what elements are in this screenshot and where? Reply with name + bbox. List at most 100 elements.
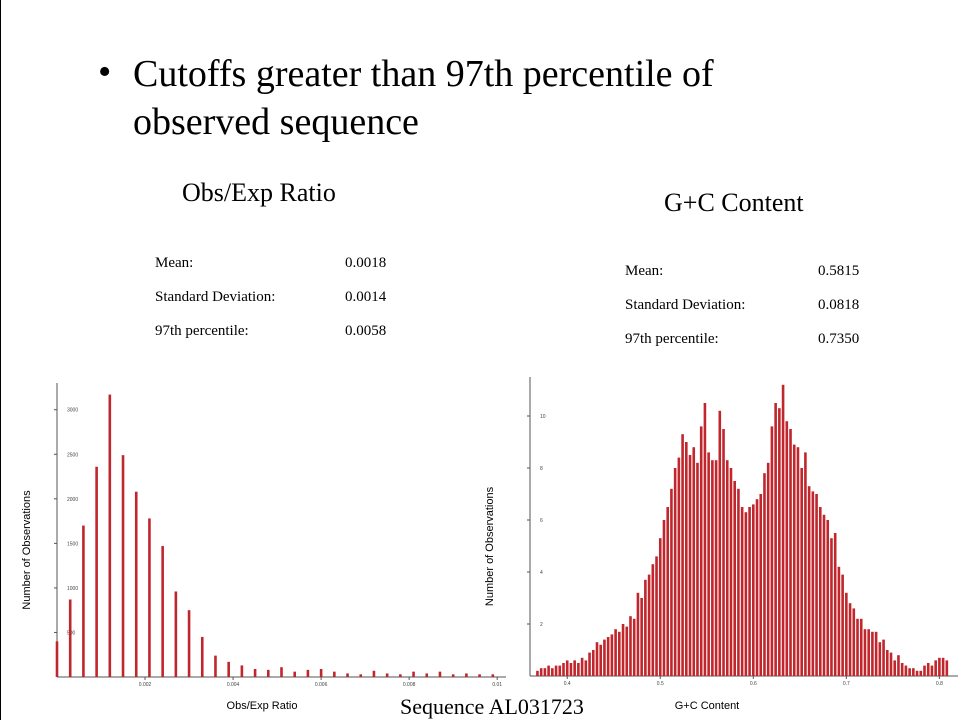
bar <box>852 608 856 676</box>
y-tick-label: 10 <box>540 414 546 420</box>
bar <box>658 538 662 676</box>
bar <box>833 533 837 676</box>
bar <box>871 631 874 676</box>
bar <box>551 668 554 676</box>
x-axis-label: Obs/Exp Ratio <box>227 700 298 712</box>
bar <box>662 520 666 676</box>
stat-label: 97th percentile: <box>625 331 719 347</box>
bar <box>636 592 640 676</box>
bar <box>465 673 468 677</box>
bar <box>293 671 297 677</box>
footer: Sequence AL031723 <box>400 694 584 719</box>
bar <box>926 663 930 676</box>
bar <box>253 668 257 677</box>
bar <box>752 504 755 676</box>
stat-label: Mean: <box>625 263 664 279</box>
bar <box>759 494 763 676</box>
bar <box>696 462 699 676</box>
bar <box>915 670 919 676</box>
bar <box>841 574 844 676</box>
bar <box>774 403 777 676</box>
stat-value: 0.5815 <box>818 263 860 279</box>
bar <box>863 629 867 676</box>
y-tick-label: 1500 <box>67 541 78 547</box>
bar <box>346 673 349 677</box>
bar <box>306 669 310 677</box>
bar <box>867 629 870 676</box>
stat-value: 0.0018 <box>345 255 387 271</box>
bar <box>900 663 904 676</box>
bar <box>629 616 632 676</box>
bar <box>740 507 744 676</box>
bar <box>748 507 751 676</box>
bar <box>569 663 573 676</box>
stat-value: 0.0058 <box>345 323 387 339</box>
bar <box>227 661 230 677</box>
bar <box>904 665 908 676</box>
bar <box>595 642 599 676</box>
bar <box>573 660 576 676</box>
y-tick-label: 2000 <box>67 497 78 503</box>
stat-value: 0.0014 <box>345 289 387 305</box>
bar <box>845 592 848 676</box>
bar <box>677 457 681 676</box>
bar <box>333 671 336 677</box>
bar <box>562 663 565 676</box>
bar <box>606 637 610 676</box>
bar <box>792 444 796 676</box>
bar <box>781 384 785 676</box>
stat-label: Standard Deviation: <box>625 297 746 313</box>
bar <box>610 634 614 676</box>
bar <box>897 655 900 676</box>
bar <box>785 421 789 676</box>
bar <box>692 447 696 676</box>
bar <box>822 514 826 676</box>
bar <box>737 488 740 676</box>
bar <box>558 665 562 676</box>
bar <box>714 460 718 676</box>
bar <box>882 639 885 676</box>
bar <box>938 657 941 676</box>
bar <box>200 636 204 677</box>
bar <box>789 429 792 676</box>
chart-title: Obs/Exp Ratio <box>182 178 336 207</box>
bar <box>729 468 733 676</box>
bar <box>614 629 617 676</box>
x-tick-label: 0.008 <box>403 682 416 688</box>
stat-label: 97th percentile: <box>155 323 249 339</box>
bar <box>214 655 217 677</box>
y-tick-label: 8 <box>540 466 543 472</box>
bar <box>95 466 98 677</box>
bar <box>565 660 569 676</box>
y-tick-label: 1000 <box>67 586 78 592</box>
bar <box>673 468 677 676</box>
bar <box>796 447 800 676</box>
stat-label: Standard Deviation: <box>155 289 276 305</box>
bar <box>577 663 580 676</box>
bar <box>625 626 629 676</box>
y-tick-label: 6 <box>540 518 543 524</box>
bar <box>121 455 125 677</box>
bar <box>621 624 625 676</box>
bar <box>584 660 588 676</box>
bar <box>722 429 725 676</box>
bar <box>266 669 270 677</box>
bar <box>359 674 363 677</box>
bar <box>399 674 402 677</box>
bar <box>651 564 655 676</box>
bar <box>766 462 770 676</box>
bar <box>778 408 781 676</box>
bar <box>830 538 833 676</box>
x-tick-label: 0.4 <box>564 681 571 687</box>
bar <box>811 491 815 676</box>
bar <box>703 403 707 676</box>
bar <box>945 660 949 676</box>
bar <box>908 668 911 676</box>
bar <box>837 566 841 676</box>
bar <box>319 668 323 677</box>
x-tick-label: 0.6 <box>750 681 757 687</box>
bar <box>618 631 621 676</box>
bar <box>438 671 442 677</box>
bar <box>640 598 643 676</box>
